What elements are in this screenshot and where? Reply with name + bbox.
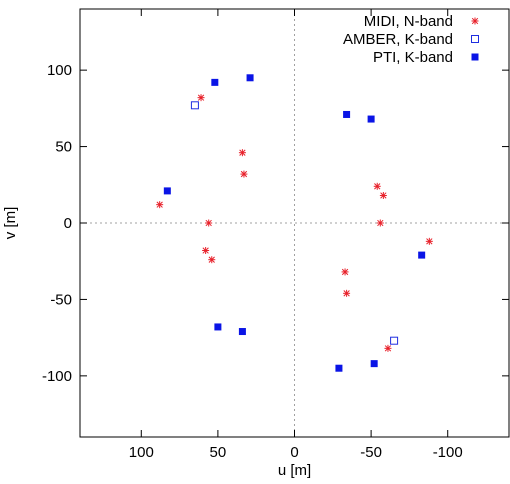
x-axis-label: u [m]: [278, 462, 311, 479]
filled-square-point: [246, 74, 254, 82]
x-tick-label: 100: [129, 444, 154, 461]
zero-lines: [80, 9, 509, 437]
filled-square-point: [367, 115, 375, 123]
filled-square-point: [163, 187, 171, 195]
y-tick-label: 100: [47, 62, 72, 79]
legend-open-square-marker: [471, 35, 479, 43]
legend-label: PTI, K-band: [373, 49, 453, 66]
asterisk-point: [197, 94, 205, 102]
x-tick-label: -50: [360, 444, 382, 461]
filled-square-point: [343, 110, 351, 118]
asterisk-point: [373, 182, 381, 190]
y-tick-label: 0: [64, 215, 72, 232]
filled-square-point: [214, 323, 222, 331]
asterisk-point: [343, 289, 351, 297]
asterisk-point: [205, 219, 213, 227]
open-square-point: [390, 336, 399, 345]
open-square-point: [190, 101, 199, 110]
asterisk-point: [238, 149, 246, 157]
filled-square-point: [238, 328, 246, 336]
filled-square-point: [335, 364, 343, 372]
plot-frame: [79, 8, 510, 438]
asterisk-point: [208, 256, 216, 264]
filled-square-point: [370, 360, 378, 368]
y-tick-label: 50: [55, 139, 72, 156]
x-tick-label: -100: [433, 444, 463, 461]
axis-ticks: 100 50 0 -50 -100 100 50 0 -50 -100: [42, 9, 509, 461]
filled-square-point: [211, 78, 219, 86]
asterisk-point: [202, 247, 210, 255]
asterisk-point: [376, 219, 384, 227]
asterisk-point: [384, 344, 392, 352]
x-tick-label: 50: [210, 444, 227, 461]
asterisk-point: [379, 191, 387, 199]
y-tick-label: -100: [42, 368, 72, 385]
asterisk-point: [425, 237, 433, 245]
legend-label: MIDI, N-band: [364, 13, 453, 30]
filled-square-point: [418, 251, 426, 259]
y-tick-label: -50: [50, 291, 72, 308]
x-tick-label: 0: [290, 444, 298, 461]
legend-label: AMBER, K-band: [343, 31, 453, 48]
asterisk-point: [240, 170, 248, 178]
data-points: [156, 74, 433, 372]
asterisk-point: [341, 268, 349, 276]
y-axis-label: v [m]: [2, 207, 19, 240]
legend-asterisk-marker: [471, 17, 479, 25]
asterisk-point: [156, 201, 164, 209]
legend-filled-square-marker: [471, 53, 479, 61]
